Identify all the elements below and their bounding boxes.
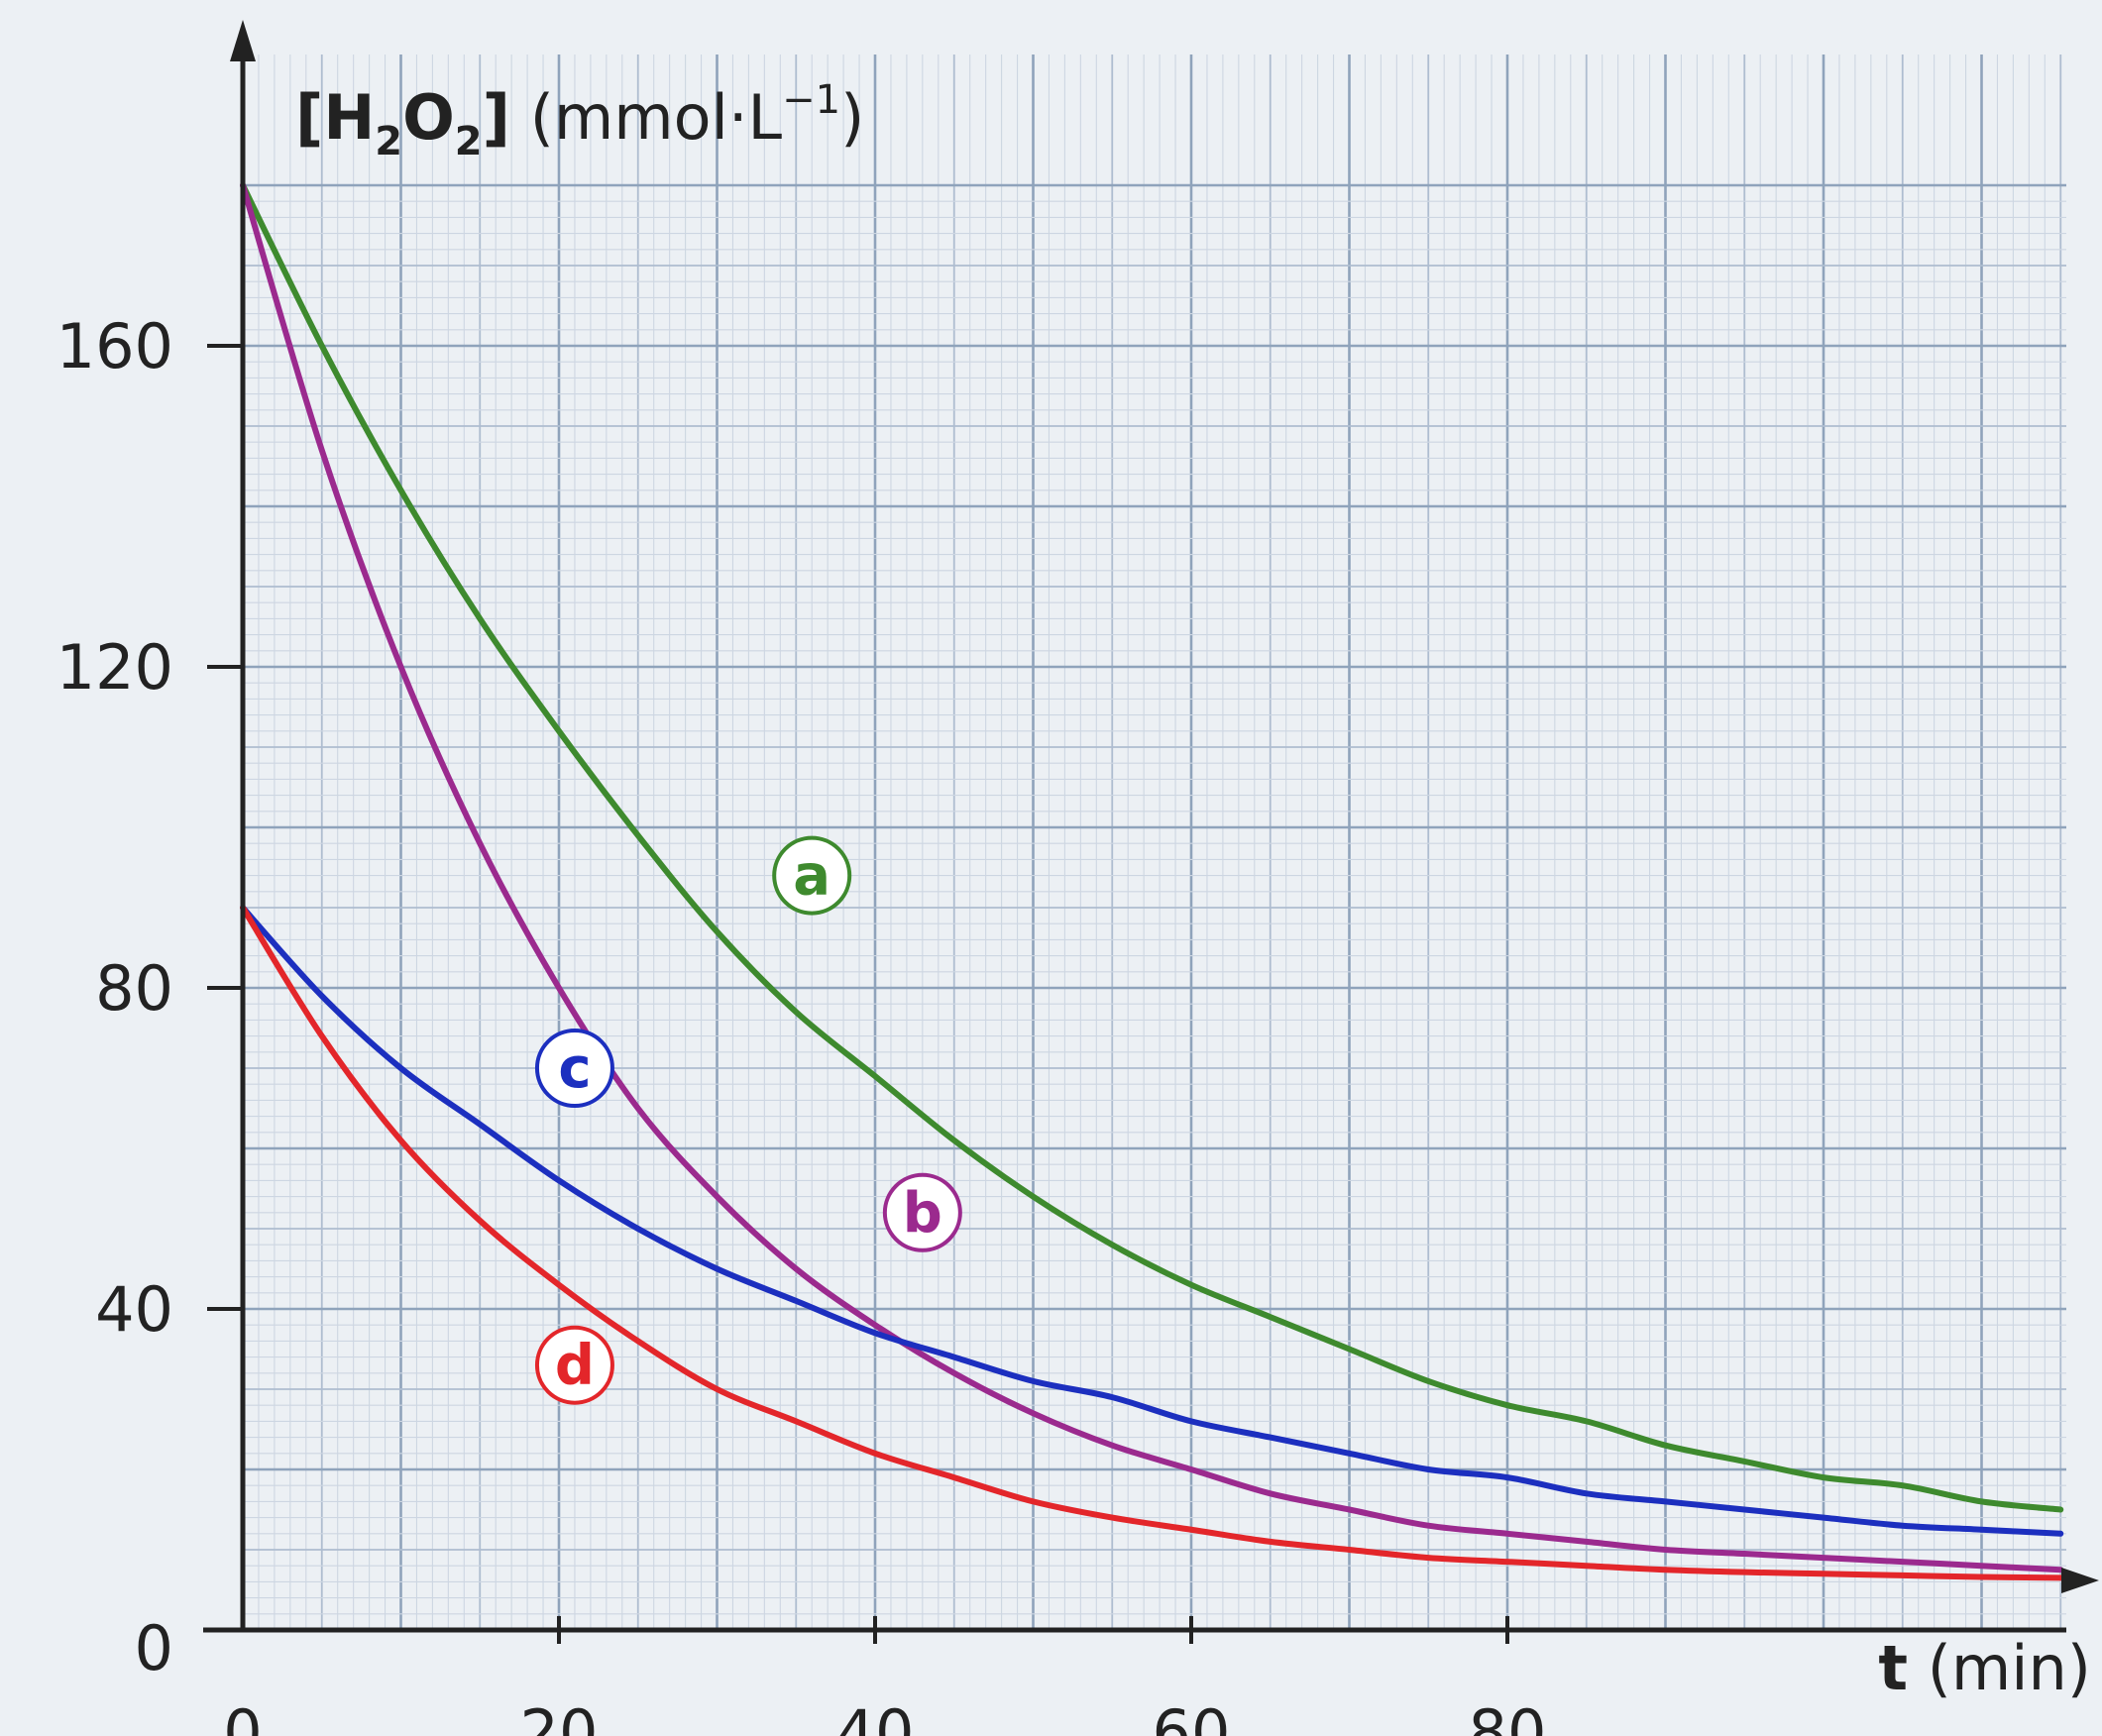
- curve-label-text: a: [793, 844, 830, 909]
- y-axis-title-mid: O: [402, 81, 455, 154]
- x-axis-arrow: [2061, 1568, 2099, 1593]
- x-axis-title-unit: (min): [1908, 1632, 2091, 1704]
- y-axis-title: [H2O2] (mmol·L−1): [295, 77, 864, 164]
- x-tick-label: 80: [1469, 1696, 1547, 1736]
- x-axis-title-var: t: [1878, 1632, 1908, 1704]
- series-line-c: [240, 905, 2064, 1537]
- series-line-d: [240, 905, 2064, 1581]
- curve-label-circle: [772, 835, 852, 916]
- curve-label-d: d: [534, 1325, 614, 1405]
- y-tick-label: 40: [95, 1273, 173, 1346]
- curve-label-a: a: [772, 835, 852, 916]
- annotations: a b c d: [534, 835, 962, 1405]
- curve-label-text: c: [558, 1036, 591, 1101]
- ticks: [207, 344, 1509, 1644]
- y-tick-label: 0: [135, 1612, 173, 1684]
- x-tick-label: 60: [1153, 1696, 1231, 1736]
- y-axis-arrow: [230, 20, 256, 61]
- y-axis-title-species-close: ]: [483, 81, 510, 154]
- y-tick-label: 120: [56, 631, 173, 704]
- y-axis-title-unit-close: ): [840, 81, 864, 154]
- curve-label-circle: [534, 1325, 614, 1405]
- x-axis-title: t (min): [1878, 1632, 2091, 1704]
- curve-label-c: c: [534, 1029, 614, 1108]
- curve-label-b: b: [882, 1172, 962, 1252]
- x-tick-label: 20: [520, 1696, 599, 1736]
- curve-label-text: d: [555, 1334, 595, 1398]
- curve-label-circle: [882, 1172, 962, 1252]
- x-tick-label: 40: [836, 1696, 915, 1736]
- x-tick-label: 0: [223, 1696, 262, 1736]
- curves: [240, 182, 2064, 1581]
- axes: [203, 20, 2099, 1633]
- y-tick-label: 80: [95, 952, 173, 1025]
- y-axis-title-species-open: [H: [295, 81, 375, 154]
- curve-label-circle: [534, 1029, 614, 1108]
- curve-label-text: b: [903, 1181, 942, 1246]
- y-axis-title-unit-sup: −1: [782, 77, 840, 123]
- y-axis-title-sub1: 2: [375, 119, 402, 164]
- y-axis-title-sub2: 2: [455, 119, 483, 164]
- y-axis-title-unit-open: (mmol·L: [510, 81, 783, 154]
- tick-labels: 0 20 40 60 80 0 40 80 120 160: [56, 310, 1547, 1736]
- series-line-b: [240, 182, 2064, 1573]
- series-line-a: [240, 182, 2064, 1513]
- y-tick-label: 160: [56, 310, 173, 382]
